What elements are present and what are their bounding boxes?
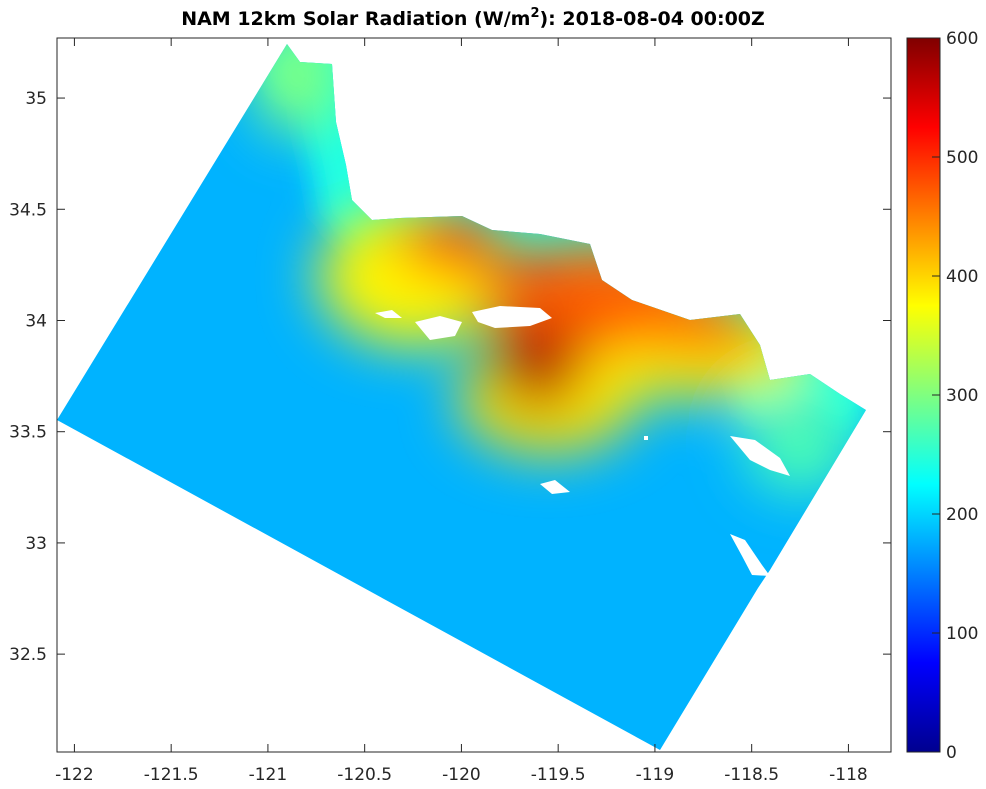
x-axis: -122 -121.5 -121 -120.5 -120 -119.5 -119 -118.5…	[55, 38, 868, 785]
island-santa-rosa	[415, 316, 462, 340]
island-santa-cruz	[472, 306, 552, 328]
colorbar-tick-label: 0	[946, 743, 957, 763]
island-san-miguel	[375, 310, 402, 318]
axes-box	[56, 37, 892, 753]
y-tick-label: 33.5	[9, 423, 47, 443]
x-tick-label: -120.5	[337, 765, 392, 785]
colorbar-tick-label: 400	[946, 267, 978, 287]
x-tick-label: -118	[829, 765, 868, 785]
y-tick-label: 34	[25, 311, 47, 331]
y-tick-label: 35	[25, 89, 47, 109]
x-tick-label: -120	[442, 765, 481, 785]
island-anacapa	[644, 436, 648, 440]
colorbar-tick-label: 600	[946, 29, 978, 49]
x-tick-label: -118.5	[724, 765, 779, 785]
colorbar-axis: 0 100 200 300 400 500 600	[932, 29, 978, 763]
island-catalina	[730, 436, 790, 476]
colorbar-tick-label: 500	[946, 148, 978, 168]
x-tick-label: -119	[636, 765, 675, 785]
colorbar-tick-label: 300	[946, 386, 978, 406]
colorbar-tick-label: 100	[946, 624, 978, 644]
y-axis: 32.5 33 33.5 34 34.5 35	[9, 89, 891, 665]
y-tick-label: 34.5	[9, 200, 47, 220]
field-red-core	[493, 319, 584, 410]
x-tick-label: -119.5	[531, 765, 586, 785]
field-north-tip	[251, 44, 342, 136]
x-tick-label: -122	[55, 765, 94, 785]
data-field	[57, 44, 866, 750]
field-red-north	[396, 214, 507, 271]
chart-title: NAM 12km Solar Radiation (W/m2): 2018-08…	[181, 6, 765, 30]
x-tick-label: -121.5	[144, 765, 199, 785]
x-tick-label: -121	[249, 765, 288, 785]
islands	[375, 306, 790, 576]
y-tick-label: 33	[25, 534, 47, 554]
field-orange-east	[633, 301, 774, 362]
island-san-clemente	[730, 534, 770, 576]
colorbar-tick-label: 200	[946, 505, 978, 525]
field-south-east-tip	[745, 392, 856, 493]
y-tick-label: 32.5	[9, 645, 47, 665]
island-santa-barbara	[540, 480, 570, 494]
